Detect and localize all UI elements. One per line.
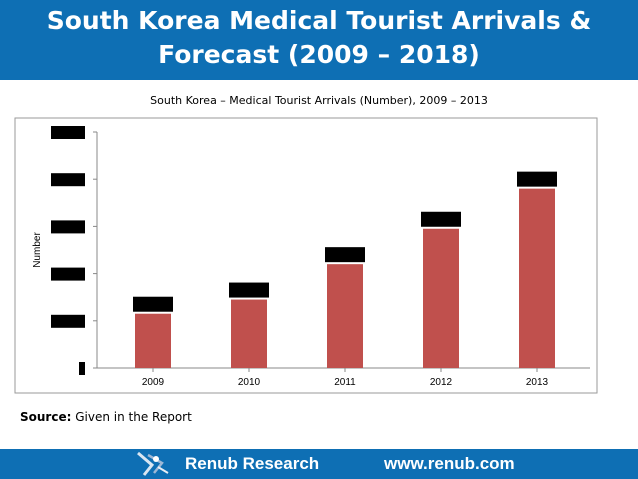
bar	[327, 264, 363, 368]
x-tick-label: 2013	[526, 377, 549, 388]
x-tick-label: 2010	[238, 377, 261, 388]
source-text: Given in the Report	[71, 410, 192, 424]
y-axis-label: Number	[32, 232, 43, 268]
title-line-1: South Korea Medical Tourist Arrivals &	[46, 6, 592, 35]
data-label-redacted	[229, 282, 269, 298]
y-tick-label-redacted	[51, 314, 85, 328]
bar	[423, 228, 459, 368]
x-tick-label: 2011	[334, 377, 356, 388]
x-tick-label: 2012	[430, 377, 453, 388]
data-label-redacted	[133, 296, 173, 312]
bar	[231, 299, 267, 368]
footer-url[interactable]: www.renub.com	[384, 454, 515, 473]
plot-frame	[14, 117, 598, 394]
bar	[519, 188, 555, 368]
chart-title: South Korea – Medical Tourist Arrivals (…	[150, 94, 488, 107]
source-label: Source:	[20, 410, 72, 424]
y-tick-label-redacted	[51, 220, 85, 234]
data-label-redacted	[325, 247, 365, 263]
y-tick-label-redacted	[51, 267, 85, 281]
bar	[135, 313, 171, 368]
title-bar: South Korea Medical Tourist Arrivals & F…	[0, 0, 638, 80]
footer-brand: Renub Research	[185, 454, 320, 473]
title-line-2: Forecast (2009 – 2018)	[158, 40, 480, 69]
data-label-redacted	[421, 211, 461, 227]
footer-bar: Renub Research www.renub.com	[0, 449, 638, 479]
x-tick-label: 2009	[142, 377, 165, 388]
source-note: Source: Given in the Report	[20, 410, 192, 424]
y-tick-label-redacted	[79, 362, 85, 375]
y-tick-label-redacted	[51, 173, 85, 187]
renub-logo-icon	[137, 451, 169, 476]
y-tick-label-redacted	[51, 126, 85, 139]
data-label-redacted	[517, 171, 557, 187]
